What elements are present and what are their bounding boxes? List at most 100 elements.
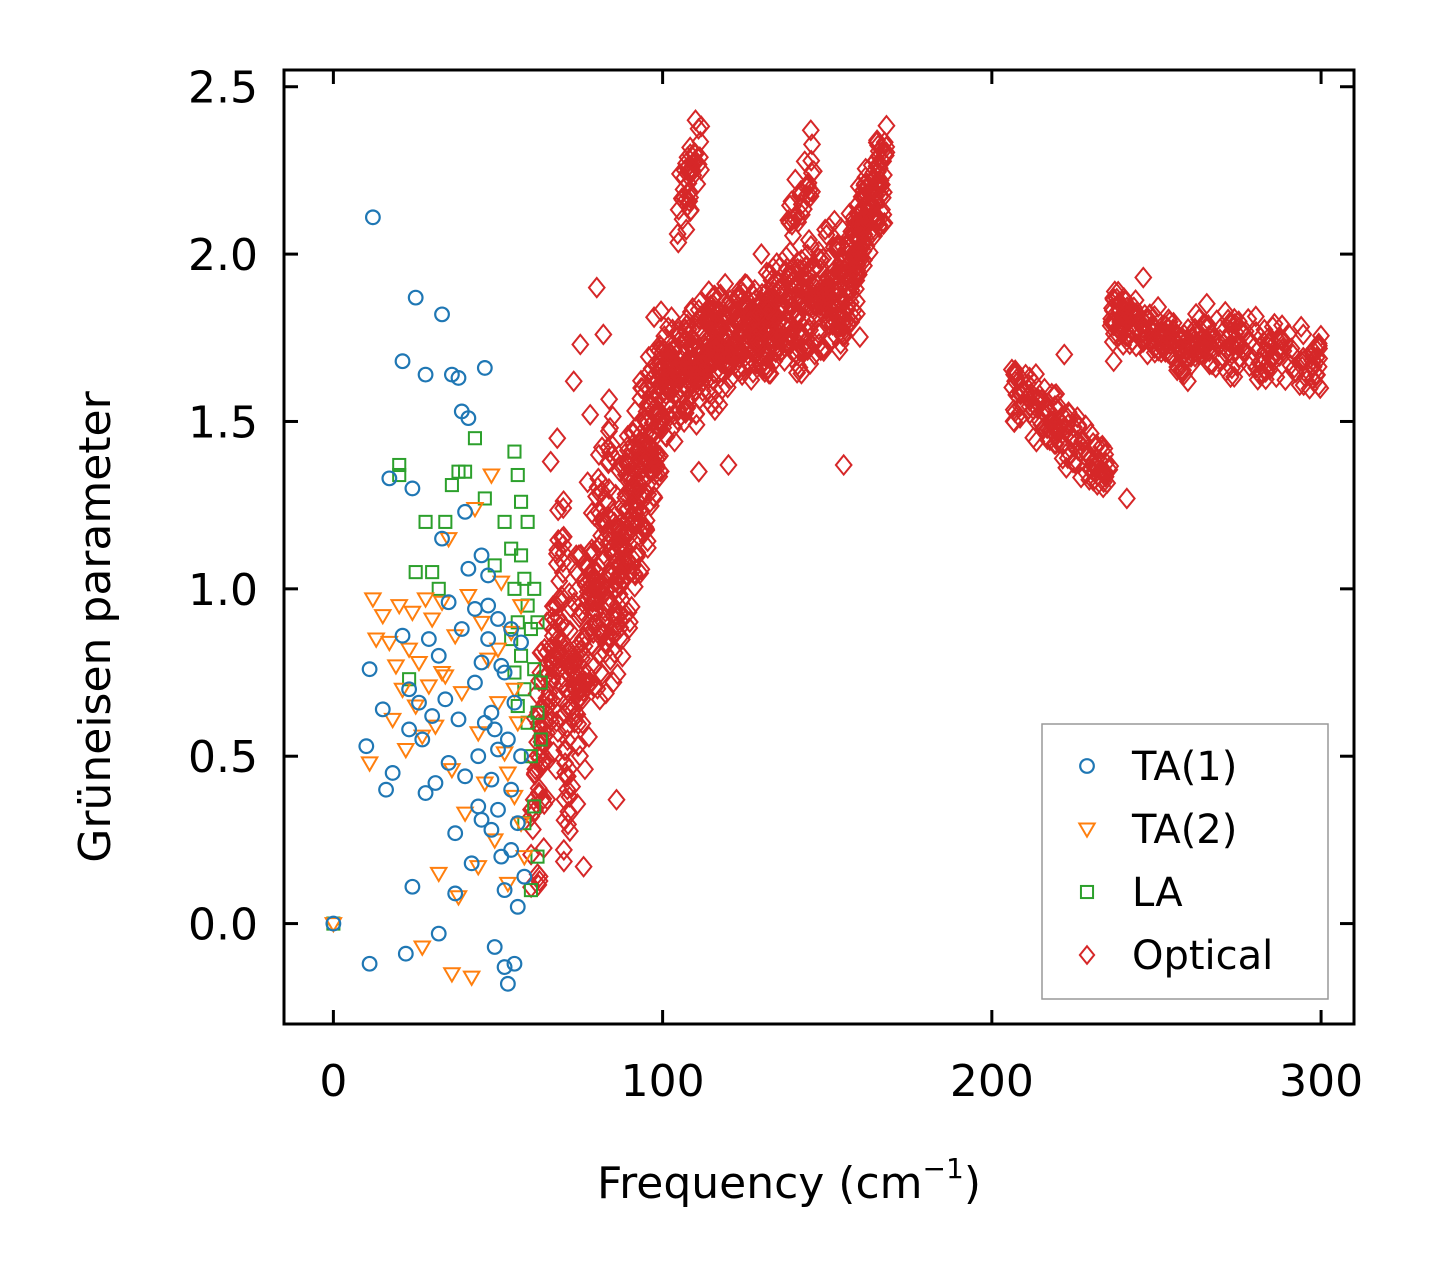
point-optical <box>690 375 709 398</box>
point-la <box>527 581 542 596</box>
point-optical <box>1069 416 1088 439</box>
point-optical <box>1015 380 1034 403</box>
point-optical <box>612 628 631 651</box>
x-axis-title: Frequency (cm−1) <box>597 1152 981 1209</box>
point-optical <box>857 228 876 251</box>
point-optical <box>1048 393 1067 417</box>
point-optical <box>598 436 618 460</box>
point-ta-1- <box>473 654 490 671</box>
axis-ticks <box>284 70 1354 1024</box>
point-ta-2- <box>455 806 475 823</box>
point-optical <box>639 434 658 458</box>
point-optical <box>798 310 817 333</box>
point-optical <box>873 137 892 160</box>
point-la <box>520 514 535 529</box>
point-ta-2- <box>488 696 508 713</box>
y-tick-label: 2.5 <box>188 63 258 114</box>
point-la <box>510 467 525 483</box>
point-optical <box>660 371 679 394</box>
point-optical <box>560 696 579 720</box>
point-optical <box>771 294 790 317</box>
point-ta-2- <box>452 686 472 703</box>
point-optical <box>818 309 837 333</box>
point-optical <box>785 273 805 296</box>
point-optical <box>633 459 652 482</box>
point-optical <box>790 339 809 362</box>
point-ta-1- <box>427 775 444 791</box>
point-optical <box>824 236 843 259</box>
point-optical <box>636 410 656 434</box>
point-optical <box>1065 433 1084 457</box>
point-ta-1- <box>457 503 473 520</box>
point-optical <box>744 284 763 307</box>
point-optical <box>671 404 691 428</box>
point-optical <box>1133 320 1152 344</box>
point-optical <box>683 296 702 320</box>
point-optical <box>580 541 599 564</box>
point-optical <box>1071 466 1091 489</box>
point-optical <box>560 802 579 826</box>
point-optical <box>1112 313 1132 336</box>
point-optical <box>593 548 612 571</box>
point-ta-1- <box>384 765 401 781</box>
point-ta-1- <box>394 353 411 370</box>
point-optical <box>638 529 657 553</box>
point-ta-2- <box>505 789 524 807</box>
point-optical <box>702 347 721 371</box>
point-optical <box>1235 340 1254 363</box>
point-optical <box>1168 331 1187 355</box>
point-optical <box>584 675 604 699</box>
point-ta-2- <box>514 850 534 867</box>
point-optical <box>819 216 839 239</box>
point-ta-1- <box>486 939 503 955</box>
point-optical <box>625 575 644 598</box>
point-ta-1- <box>503 621 520 637</box>
point-optical <box>764 281 783 304</box>
point-optical <box>665 430 684 453</box>
point-ta-1- <box>440 594 457 611</box>
point-optical <box>1004 398 1023 421</box>
point-optical <box>1256 368 1275 391</box>
point-optical <box>686 337 706 360</box>
tick-labels: 0 100 200 300 0.0 0.5 1.0 1.5 2.0 2.5 <box>188 63 1363 1107</box>
point-optical <box>1024 426 1043 449</box>
point-optical <box>537 611 557 634</box>
point-optical <box>541 450 560 473</box>
point-ta-2- <box>363 592 383 609</box>
point-optical <box>1246 305 1265 328</box>
point-optical <box>680 186 700 209</box>
point-ta-2- <box>323 917 343 934</box>
point-ta-2- <box>462 970 482 987</box>
point-ta-1- <box>506 955 523 972</box>
point-optical <box>1138 343 1157 366</box>
point-optical <box>854 254 874 277</box>
point-optical <box>694 361 713 384</box>
point-optical <box>554 838 573 862</box>
point-la <box>513 548 529 563</box>
point-optical <box>558 778 577 801</box>
point-optical <box>618 453 637 477</box>
point-optical <box>1032 413 1051 436</box>
point-optical <box>612 559 631 582</box>
point-optical <box>554 850 573 873</box>
point-optical <box>682 158 701 181</box>
point-optical <box>706 388 725 412</box>
point-ta-2- <box>393 682 412 699</box>
point-optical <box>1115 289 1134 312</box>
point-optical <box>1095 437 1114 460</box>
point-optical <box>610 459 629 483</box>
point-ta-1- <box>476 714 493 731</box>
point-optical <box>867 129 887 152</box>
point-optical <box>844 247 864 270</box>
point-optical <box>1027 396 1047 420</box>
point-optical <box>601 508 620 531</box>
point-ta-1- <box>503 842 520 858</box>
point-optical <box>758 296 777 320</box>
point-ta-2- <box>416 592 436 609</box>
point-optical <box>678 353 698 377</box>
point-ta-1- <box>450 711 467 728</box>
point-optical <box>1008 403 1027 427</box>
point-ta-1- <box>467 601 483 617</box>
point-optical <box>1089 464 1108 487</box>
point-ta-2- <box>472 615 491 633</box>
